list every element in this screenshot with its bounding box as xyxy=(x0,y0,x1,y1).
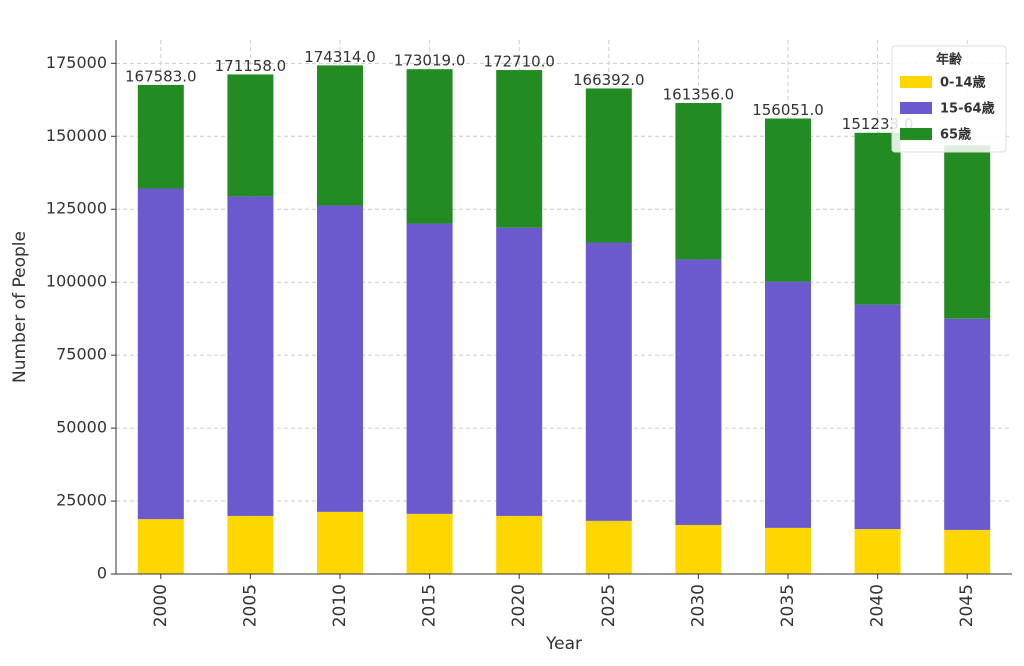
x-tick-label: 2015 xyxy=(420,584,440,627)
y-tick-label: 150000 xyxy=(46,126,107,145)
bar-segment xyxy=(675,259,722,525)
x-tick-label: 2010 xyxy=(330,584,350,627)
legend-label: 15-64歳 xyxy=(940,101,995,117)
total-label: 166392.0 xyxy=(573,71,645,89)
x-tick-label: 2045 xyxy=(957,584,977,627)
legend-label: 0-14歳 xyxy=(940,75,986,91)
bar-segment xyxy=(496,515,543,574)
bar-segment xyxy=(137,188,184,520)
bar-segment xyxy=(675,524,722,574)
bar-segment xyxy=(227,196,274,516)
legend-label: 65歳 xyxy=(940,127,971,143)
legend-box xyxy=(891,45,1007,153)
y-tick-label: 25000 xyxy=(56,491,107,510)
bar-segment xyxy=(317,205,363,512)
bar-segment xyxy=(944,529,991,574)
bar-segment xyxy=(765,118,811,282)
bar-segment xyxy=(317,511,363,574)
total-label: 171158.0 xyxy=(215,57,287,75)
legend-title: 年齢 xyxy=(936,52,963,68)
legend: 年齢 0-14歳 15-64歳 65歳 xyxy=(891,45,1007,153)
total-label: 173019.0 xyxy=(394,52,466,70)
y-tick-label: 175000 xyxy=(46,53,107,72)
legend-swatch xyxy=(900,128,932,140)
bar-segment xyxy=(854,132,901,305)
bar-segment xyxy=(585,88,632,243)
x-tick-label: 2040 xyxy=(868,584,888,627)
bar-segment xyxy=(406,69,453,224)
total-label: 167583.0 xyxy=(125,67,197,85)
legend-swatch xyxy=(900,102,932,114)
bar-segment xyxy=(765,527,811,574)
bar-segment xyxy=(854,304,901,530)
bar-segment xyxy=(496,227,543,516)
bar-segment xyxy=(227,74,274,197)
x-tick-label: 2030 xyxy=(688,584,708,627)
x-axis-label: Year xyxy=(545,634,582,654)
bar-segment xyxy=(137,84,184,189)
bar-segment xyxy=(675,103,722,260)
bar-segment xyxy=(585,520,632,574)
y-axis-label: Number of People xyxy=(10,231,30,383)
bar-segment xyxy=(944,145,991,319)
bar-segment xyxy=(406,223,453,514)
legend-swatch xyxy=(900,76,932,88)
total-label: 174314.0 xyxy=(304,48,376,66)
x-tick-label: 2000 xyxy=(151,584,171,627)
y-tick-label: 50000 xyxy=(56,418,107,437)
x-tick-label: 2005 xyxy=(240,584,260,627)
x-tick-label: 2025 xyxy=(599,584,619,627)
total-label: 172710.0 xyxy=(483,53,555,71)
bar-segment xyxy=(585,242,632,521)
y-tick-label: 100000 xyxy=(46,272,107,291)
bar-segment xyxy=(317,65,363,206)
bar-segment xyxy=(137,519,184,574)
bar-segment xyxy=(227,515,274,574)
bar-segment xyxy=(944,318,991,530)
y-tick-label: 0 xyxy=(97,564,107,583)
bar-segment xyxy=(854,529,901,574)
total-label: 156051.0 xyxy=(752,101,824,119)
bar-segment xyxy=(406,513,453,574)
total-label: 161356.0 xyxy=(663,86,735,104)
y-tick-label: 75000 xyxy=(56,345,107,364)
bar-segment xyxy=(496,70,543,228)
x-tick-label: 2020 xyxy=(509,584,529,627)
x-tick-label: 2035 xyxy=(778,584,798,627)
bar-segment xyxy=(765,281,811,528)
y-tick-label: 125000 xyxy=(46,199,107,218)
